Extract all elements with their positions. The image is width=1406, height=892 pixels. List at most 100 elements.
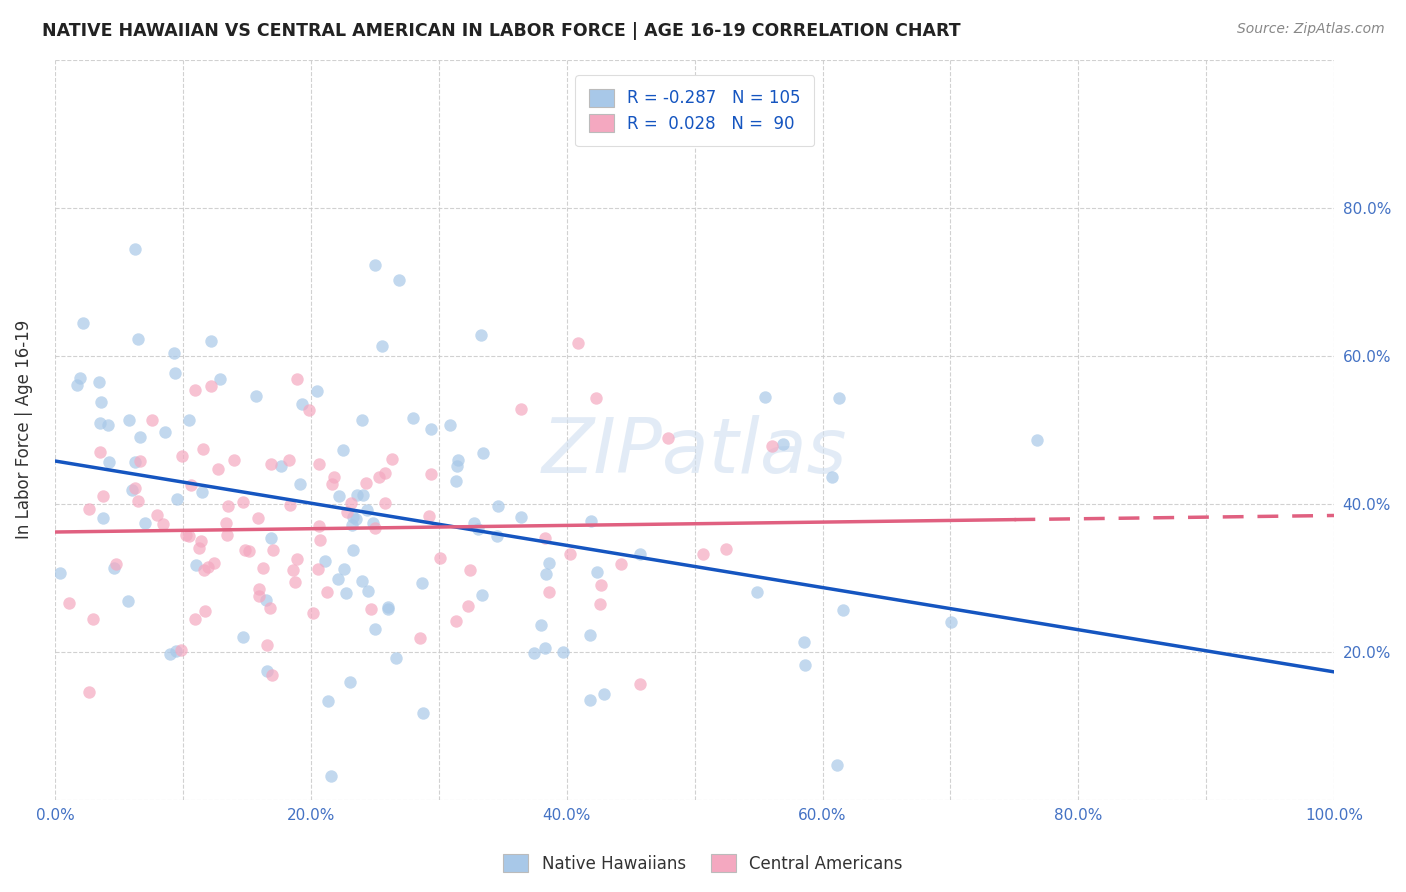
Point [262, 667, 284, 681]
Point [200, 378, 222, 392]
Point [232, 495, 254, 509]
Point [284, 574, 307, 589]
Point [290, 476, 312, 491]
Point [193, 563, 215, 577]
Point [444, 474, 467, 488]
Point [558, 547, 581, 561]
Point [586, 566, 609, 580]
Point [49, 566, 72, 580]
Point [579, 693, 602, 707]
Point [222, 453, 245, 467]
Point [340, 518, 363, 533]
Y-axis label: In Labor Force | Age 16-19: In Labor Force | Age 16-19 [15, 320, 32, 540]
Point [381, 452, 404, 467]
Point [794, 657, 817, 672]
Point [592, 687, 614, 701]
Point [90, 395, 112, 409]
Point [588, 597, 610, 611]
Point [259, 601, 281, 615]
Point [360, 602, 382, 616]
Point [152, 517, 174, 532]
Point [357, 583, 380, 598]
Point [166, 491, 188, 506]
Point [238, 543, 260, 558]
Point [374, 495, 396, 509]
Point [176, 528, 198, 542]
Point [657, 431, 679, 445]
Point [444, 614, 467, 628]
Point [344, 512, 367, 526]
Legend: R = -0.287   N = 105, R =  0.028   N =  90: R = -0.287 N = 105, R = 0.028 N = 90 [575, 75, 814, 146]
Point [510, 401, 533, 416]
Point [287, 552, 309, 566]
Point [89, 445, 111, 459]
Point [457, 599, 479, 613]
Point [179, 529, 201, 543]
Point [388, 273, 411, 287]
Point [256, 664, 278, 678]
Point [124, 455, 146, 469]
Point [828, 391, 851, 405]
Point [439, 418, 461, 433]
Point [418, 509, 440, 524]
Point [82, 612, 104, 626]
Point [332, 443, 354, 458]
Point [458, 563, 481, 577]
Point [761, 440, 783, 454]
Point [409, 631, 432, 645]
Point [193, 604, 215, 618]
Point [262, 543, 284, 558]
Point [371, 339, 394, 353]
Point [412, 706, 434, 720]
Point [281, 563, 304, 577]
Point [254, 593, 277, 607]
Point [342, 510, 364, 524]
Point [419, 467, 441, 482]
Point [207, 462, 229, 476]
Point [256, 638, 278, 652]
Point [117, 593, 139, 607]
Point [124, 242, 146, 256]
Point [87, 376, 110, 390]
Point [429, 550, 451, 565]
Point [180, 478, 202, 492]
Point [367, 469, 389, 483]
Point [692, 547, 714, 561]
Point [58, 596, 80, 610]
Point [322, 470, 344, 484]
Point [307, 562, 329, 576]
Point [628, 547, 651, 561]
Point [190, 485, 212, 500]
Point [170, 643, 193, 657]
Point [745, 585, 768, 599]
Point [534, 532, 557, 546]
Point [163, 345, 186, 359]
Point [278, 452, 301, 467]
Point [446, 458, 468, 473]
Point [335, 586, 357, 600]
Point [537, 584, 560, 599]
Point [170, 449, 193, 463]
Point [447, 452, 470, 467]
Point [66, 377, 89, 392]
Text: ZIPatlas: ZIPatlas [541, 415, 848, 489]
Point [128, 430, 150, 444]
Point [356, 503, 378, 517]
Point [117, 412, 139, 426]
Point [259, 531, 281, 545]
Point [124, 481, 146, 495]
Point [316, 694, 339, 708]
Point [1026, 433, 1049, 447]
Point [183, 383, 205, 397]
Point [364, 521, 387, 535]
Point [314, 554, 336, 568]
Point [245, 389, 267, 403]
Point [339, 674, 361, 689]
Point [350, 574, 373, 588]
Point [471, 589, 494, 603]
Point [298, 403, 321, 417]
Point [307, 384, 329, 398]
Point [364, 622, 387, 636]
Point [163, 366, 186, 380]
Point [217, 500, 239, 514]
